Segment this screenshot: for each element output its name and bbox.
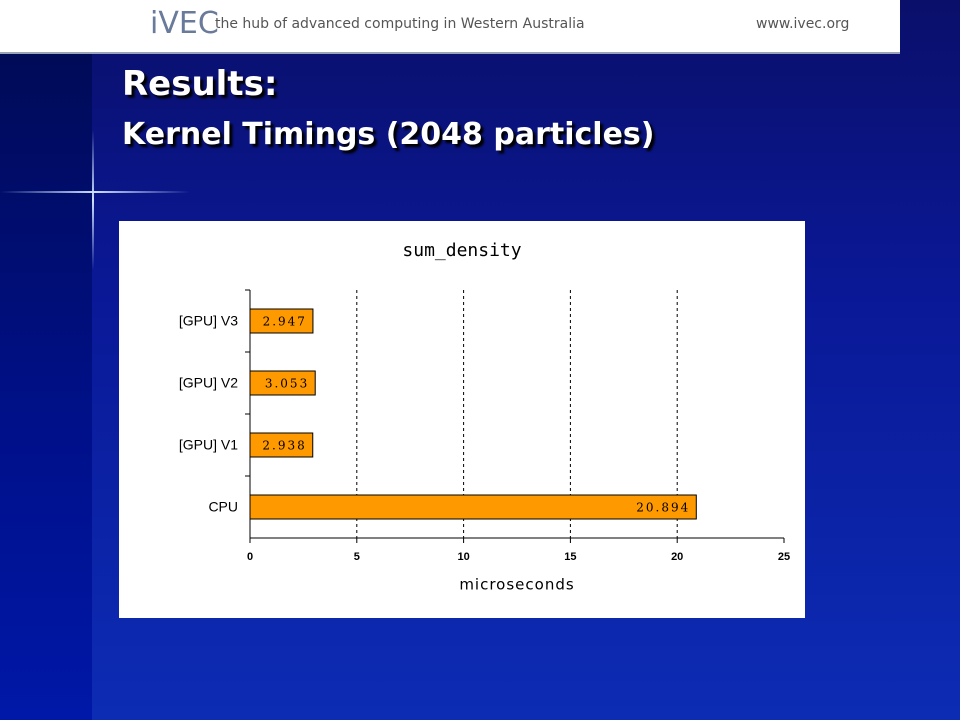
chart-background <box>119 221 805 618</box>
header-bar: iVEC the hub of advanced computing in We… <box>0 0 900 54</box>
value-label: 3.053 <box>265 377 309 391</box>
x-tick-label: 20 <box>671 551 683 563</box>
bar <box>249 494 697 520</box>
x-tick-label: 25 <box>778 551 790 563</box>
value-label: 2.938 <box>262 439 306 453</box>
y-tick-label: [GPU] V1 <box>179 437 238 453</box>
flare <box>0 191 190 193</box>
y-tick-label: CPU <box>208 499 238 515</box>
y-tick-label: [GPU] V3 <box>179 313 238 329</box>
y-tick-label: [GPU] V2 <box>179 375 238 391</box>
x-tick-label: 10 <box>457 551 469 563</box>
flare <box>92 130 94 270</box>
bar <box>249 308 314 334</box>
left-strip <box>0 0 92 720</box>
bar <box>249 432 314 458</box>
slide-title: Results: <box>122 64 278 104</box>
x-axis-label: microseconds <box>459 576 574 594</box>
value-label: 2.947 <box>263 315 307 329</box>
slide-subtitle: Kernel Timings (2048 particles) <box>122 117 655 152</box>
x-tick-label: 5 <box>354 551 360 563</box>
chart-title: sum_density <box>402 240 521 261</box>
tagline: the hub of advanced computing in Western… <box>215 16 585 32</box>
url: www.ivec.org <box>756 16 850 32</box>
x-tick-label: 0 <box>247 551 253 563</box>
value-label: 20.894 <box>636 501 690 515</box>
logo: iVEC <box>150 6 219 41</box>
x-tick-label: 15 <box>564 551 576 563</box>
bar <box>249 370 316 396</box>
